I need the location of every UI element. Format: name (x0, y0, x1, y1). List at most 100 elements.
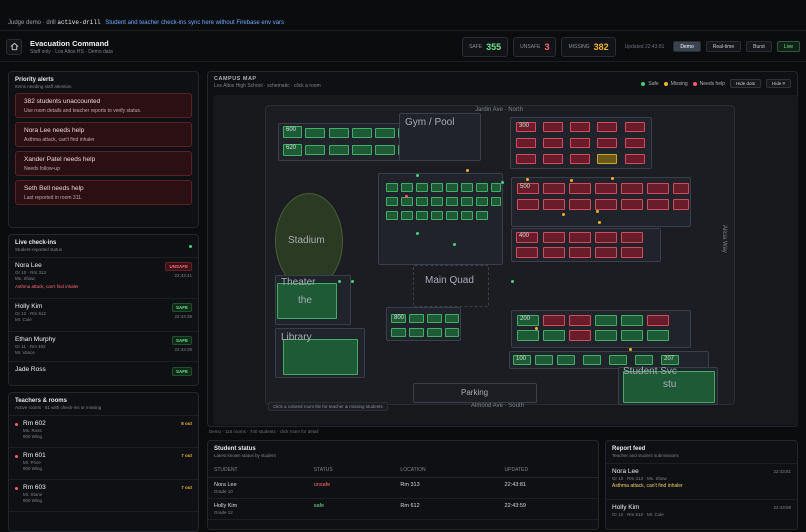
mode-realtime-button[interactable]: Real-time (705, 41, 742, 52)
room-tile[interactable] (329, 128, 349, 138)
room-tile[interactable]: 620 (283, 144, 302, 156)
room-tile[interactable] (476, 183, 488, 192)
room-tile[interactable] (647, 315, 669, 326)
main-quad[interactable] (413, 265, 489, 307)
checkin-row[interactable]: Nora Lee Gr 10 · Rm 313 Ms. Shaw Asthma … (9, 258, 198, 299)
room-tile[interactable] (595, 315, 617, 326)
room-tile[interactable] (595, 199, 617, 210)
room-tile[interactable] (595, 330, 617, 341)
teacher-room-row[interactable]: Rm 601 Mr. Price 600 Wing 7 out (9, 448, 198, 480)
room-tile[interactable] (543, 138, 563, 148)
room-tile[interactable]: 500 (517, 183, 539, 194)
room-tile[interactable] (461, 211, 473, 220)
column-header[interactable]: STATUS (307, 463, 395, 478)
room-tile[interactable] (401, 211, 413, 220)
alert-item[interactable]: Seth Bell needs help Last reported in roo… (15, 180, 192, 205)
room-tile[interactable] (570, 122, 590, 132)
room-tile[interactable] (543, 154, 563, 164)
alert-item[interactable]: 382 students unaccounted Use room details… (15, 93, 192, 118)
room-tile[interactable]: 200 (517, 315, 539, 326)
room-tile[interactable] (305, 145, 325, 155)
room-tile[interactable] (277, 283, 337, 319)
home-button[interactable] (6, 38, 22, 55)
mode-burst-button[interactable]: Burst (746, 41, 772, 52)
room-tile[interactable] (516, 138, 536, 148)
room-tile[interactable] (386, 211, 398, 220)
room-tile[interactable] (446, 197, 458, 206)
room-tile[interactable] (543, 122, 563, 132)
room-tile[interactable]: 800 (391, 314, 406, 323)
room-tile[interactable] (621, 199, 643, 210)
room-tile[interactable] (416, 183, 428, 192)
room-tile[interactable] (570, 154, 590, 164)
room-tile[interactable] (491, 197, 501, 206)
room-tile[interactable]: 400 (516, 232, 538, 243)
room-tile[interactable] (569, 199, 591, 210)
room-tile[interactable] (427, 314, 442, 323)
room-tile[interactable] (595, 247, 617, 258)
room-tile[interactable] (621, 315, 643, 326)
checkin-row[interactable]: Ethan Murphy Gr 11 · Rm 402 Mr. Vance SA… (9, 332, 198, 362)
room-tile[interactable]: 600 (283, 126, 302, 138)
room-tile[interactable] (595, 183, 617, 194)
room-tile[interactable] (409, 328, 424, 337)
room-tile[interactable] (557, 355, 575, 365)
room-tile[interactable] (535, 355, 553, 365)
room-tile[interactable] (625, 138, 645, 148)
room-tile[interactable] (491, 183, 501, 192)
room-tile[interactable] (621, 247, 643, 258)
room-tile[interactable] (352, 128, 372, 138)
campus-map[interactable]: Jardin Ave · North Almond Ave · South Al… (213, 95, 798, 425)
room-tile[interactable] (569, 232, 591, 243)
room-tile[interactable] (386, 197, 398, 206)
room-tile[interactable] (569, 247, 591, 258)
room-tile[interactable] (431, 183, 443, 192)
room-tile[interactable] (516, 247, 538, 258)
room-tile[interactable] (461, 183, 473, 192)
room-tile[interactable] (543, 247, 565, 258)
room-tile[interactable]: 300 (516, 122, 536, 132)
table-row[interactable]: Holly Kim Grade 12 safe Rm 612 22:43:59 (208, 498, 598, 520)
room-tile[interactable] (416, 211, 428, 220)
mode-demo-button[interactable]: Demo (673, 41, 701, 52)
live-button[interactable]: Live (776, 41, 800, 52)
room-tile[interactable]: 207 (661, 355, 679, 365)
room-tile[interactable] (569, 183, 591, 194)
teacher-room-row[interactable]: Rm 603 Mr. Stone 600 Wing 7 out (9, 480, 198, 512)
room-tile[interactable] (516, 154, 536, 164)
room-tile[interactable] (427, 328, 442, 337)
room-tile[interactable] (476, 197, 488, 206)
room-tile[interactable] (595, 232, 617, 243)
table-row[interactable]: Nora Lee Grade 10 unsafe Rm 313 22:43:81 (208, 477, 598, 499)
room-tile[interactable] (305, 128, 325, 138)
room-tile[interactable] (623, 371, 715, 403)
room-tile[interactable] (352, 145, 372, 155)
room-tile[interactable]: 100 (513, 355, 531, 365)
room-tile[interactable] (517, 199, 539, 210)
room-tile[interactable] (431, 197, 443, 206)
room-tile[interactable] (647, 183, 669, 194)
room-tile[interactable] (673, 199, 689, 210)
checkin-row[interactable]: Holly Kim Gr 12 · Rm 612 Mr. Cole SAFE 2… (9, 299, 198, 332)
room-tile[interactable] (401, 197, 413, 206)
room-tile[interactable] (597, 138, 617, 148)
room-tile[interactable] (461, 197, 473, 206)
room-tile[interactable] (283, 339, 358, 375)
room-tile[interactable] (431, 211, 443, 220)
room-tile[interactable] (543, 199, 565, 210)
room-tile[interactable] (583, 355, 601, 365)
room-tile[interactable] (597, 154, 617, 164)
room-tile[interactable] (401, 183, 413, 192)
room-tile[interactable] (570, 138, 590, 148)
room-tile[interactable] (543, 232, 565, 243)
room-tile[interactable] (625, 122, 645, 132)
room-tile[interactable] (446, 183, 458, 192)
room-tile[interactable] (386, 183, 398, 192)
room-tile[interactable] (621, 183, 643, 194)
column-header[interactable]: UPDATED (498, 463, 598, 478)
room-tile[interactable] (597, 122, 617, 132)
room-tile[interactable] (609, 355, 627, 365)
column-header[interactable]: LOCATION (394, 463, 499, 478)
alert-item[interactable]: Xander Patel needs help Needs follow-up (15, 151, 192, 176)
room-tile[interactable] (445, 314, 459, 323)
